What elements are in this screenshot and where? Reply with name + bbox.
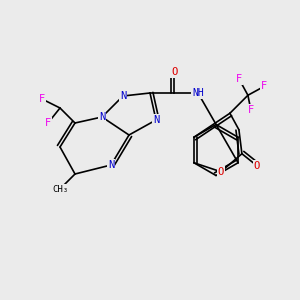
Text: N: N [99,112,105,122]
Text: O: O [171,67,177,77]
Text: N: N [120,91,126,101]
Text: O: O [218,167,224,177]
Text: O: O [254,161,260,171]
Text: F: F [45,118,51,128]
Text: F: F [236,74,242,84]
Text: CH₃: CH₃ [52,184,68,194]
Text: N: N [153,115,159,125]
Text: NH: NH [192,88,204,98]
Text: F: F [248,105,254,115]
Text: F: F [261,81,268,91]
Text: N: N [108,160,114,170]
Text: F: F [39,94,45,104]
